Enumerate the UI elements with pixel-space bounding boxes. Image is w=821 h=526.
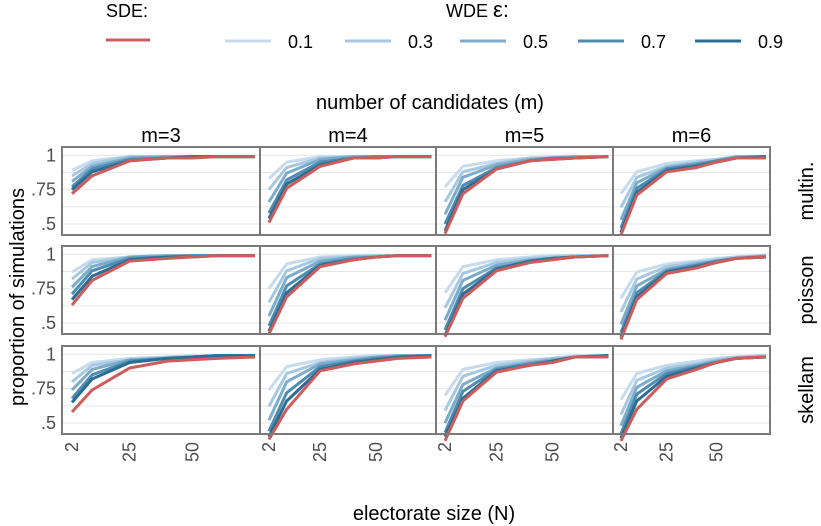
x-axis-ticks: 2 2 2 2 25 25 25 25 50 50 50 50 xyxy=(62,442,726,462)
sde-line xyxy=(267,355,432,441)
sde-line xyxy=(443,254,609,338)
sde-line xyxy=(619,156,766,236)
panel-r1-c0 xyxy=(61,245,261,335)
legend-wde-label-0: 0.1 xyxy=(288,32,313,52)
row-strips: multin. poisson skellam xyxy=(796,162,818,424)
sde-line xyxy=(443,155,609,235)
sde-line xyxy=(71,155,255,195)
column-strip-label-0: m=3 xyxy=(141,125,180,147)
panel-r0-c3 xyxy=(612,146,771,236)
panel-r2-c1 xyxy=(259,345,437,441)
panel-r0-c2 xyxy=(435,146,614,236)
x-tick-label: 50 xyxy=(182,442,202,462)
legend-sde-title: SDE: xyxy=(106,1,148,21)
y-tick-label: .5 xyxy=(41,214,56,234)
column-strip-label-1: m=4 xyxy=(328,125,367,147)
panels xyxy=(61,146,771,442)
legend-wde-label-2: 0.5 xyxy=(523,32,548,52)
sde-line xyxy=(443,355,609,442)
sde-line xyxy=(619,255,767,341)
y-tick-label: .5 xyxy=(41,313,56,333)
x-tick-label: 2 xyxy=(259,442,279,452)
x-tick-label: 50 xyxy=(366,442,386,462)
panel-r2-c0 xyxy=(61,345,261,435)
x-tick-label: 25 xyxy=(310,442,330,462)
panel-r1-c1 xyxy=(259,245,437,335)
sde-line xyxy=(267,155,432,224)
y-tick-label: 1 xyxy=(46,344,56,364)
row-strip-label-1: poisson xyxy=(796,256,818,325)
row-strip-label-0: multin. xyxy=(796,162,818,221)
y-tick-label: 1 xyxy=(46,145,56,165)
panel-r1-c3 xyxy=(612,245,771,341)
panel-r2-c2 xyxy=(435,345,614,442)
x-tick-label: 2 xyxy=(611,442,631,452)
y-tick-label: .75 xyxy=(31,180,56,200)
x-tick-label: 25 xyxy=(120,442,140,462)
y-tick-label: .75 xyxy=(31,279,56,299)
legend-wde-label-3: 0.7 xyxy=(641,32,666,52)
y-tick-label: .5 xyxy=(41,413,56,433)
column-strips: m=3 m=4 m=5 m=6 xyxy=(141,125,711,147)
x-tick-label: 50 xyxy=(543,442,563,462)
sde-line xyxy=(70,355,256,414)
sde-line xyxy=(619,355,767,442)
legend-wde-title-text: WDE xyxy=(446,1,488,21)
x-tick-label: 25 xyxy=(486,442,506,462)
x-tick-label: 50 xyxy=(706,442,726,462)
legend-wde-epsilon: ε: xyxy=(493,0,509,22)
sde-line xyxy=(70,254,255,307)
panel-r2-c3 xyxy=(612,345,771,442)
x-tick-label: 2 xyxy=(435,442,455,452)
panel-border xyxy=(612,146,771,236)
panel-border xyxy=(612,345,771,435)
y-axis-label: proportion of simulations xyxy=(7,188,29,406)
x-axis-label: electorate size (N) xyxy=(353,503,515,525)
legend-wde-label-1: 0.3 xyxy=(408,32,433,52)
y-tick-label: .75 xyxy=(31,379,56,399)
x-tick-label: 25 xyxy=(657,442,677,462)
column-strip-label-2: m=5 xyxy=(505,125,544,147)
y-axis-ticks: 1 1 1 .75 .75 .75 .5 .5 .5 xyxy=(31,145,56,433)
wde-line-0.9 xyxy=(70,354,255,404)
legend: SDE: WDE ε: 0.1 0.3 0.5 0.7 0.9 xyxy=(106,0,783,52)
row-strip-label-2: skellam xyxy=(796,356,818,424)
panel-r0-c1 xyxy=(259,146,437,236)
panel-r1-c2 xyxy=(435,245,614,338)
sde-line xyxy=(267,254,432,335)
legend-wde-label-4: 0.9 xyxy=(758,32,783,52)
panel-border xyxy=(612,245,771,335)
column-strip-label-3: m=6 xyxy=(672,125,711,147)
legend-wde-keys: 0.1 0.3 0.5 0.7 0.9 xyxy=(225,32,783,52)
x-tick-label: 2 xyxy=(62,442,82,452)
legend-wde-title: WDE ε: xyxy=(446,0,509,22)
top-strip-label: number of candidates (m) xyxy=(316,92,544,114)
panel-r0-c0 xyxy=(61,146,261,236)
y-tick-label: 1 xyxy=(46,244,56,264)
